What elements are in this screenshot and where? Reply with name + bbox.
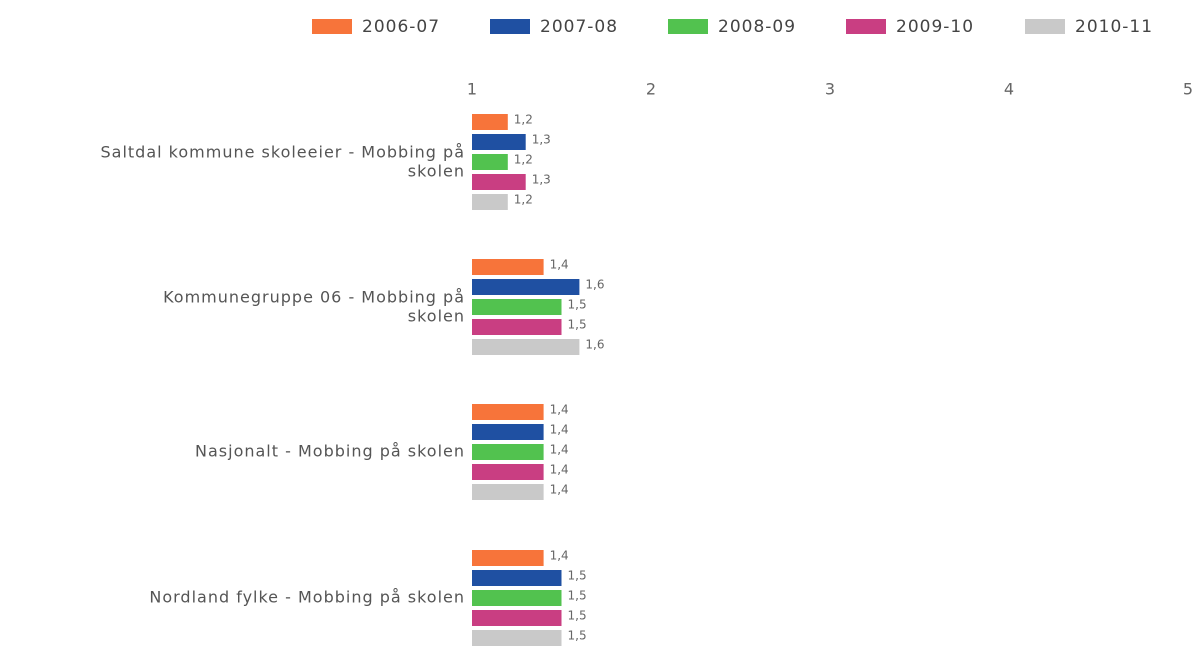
bar bbox=[472, 299, 562, 315]
bar bbox=[472, 590, 562, 606]
value-label: 1,6 bbox=[585, 278, 604, 292]
bar bbox=[472, 424, 544, 440]
bar bbox=[472, 319, 562, 335]
value-label: 1,4 bbox=[550, 423, 569, 437]
value-label: 1,5 bbox=[568, 569, 587, 583]
category-label: Nordland fylke - Mobbing på skolen bbox=[149, 588, 465, 607]
legend-swatch bbox=[846, 19, 886, 34]
bar bbox=[472, 444, 544, 460]
legend-label: 2006-07 bbox=[362, 17, 440, 37]
value-label: 1,2 bbox=[514, 193, 533, 207]
bar bbox=[472, 484, 544, 500]
x-tick-label: 2 bbox=[646, 80, 656, 99]
bar bbox=[472, 259, 544, 275]
x-tick-label: 1 bbox=[467, 80, 477, 99]
bar bbox=[472, 464, 544, 480]
legend-label: 2010-11 bbox=[1075, 17, 1153, 37]
category-line: Kommunegruppe 06 - Mobbing på bbox=[163, 287, 465, 306]
bar bbox=[472, 550, 544, 566]
x-tick-label: 3 bbox=[825, 80, 835, 99]
category-label: Saltdal kommune skoleeier - Mobbing på sk… bbox=[101, 142, 466, 180]
value-label: 1,2 bbox=[514, 153, 533, 167]
bar bbox=[472, 279, 580, 295]
value-label: 1,4 bbox=[550, 443, 569, 457]
value-label: 1,5 bbox=[568, 589, 587, 603]
legend-label: 2008-09 bbox=[718, 17, 796, 37]
value-label: 1,5 bbox=[568, 318, 587, 332]
value-label: 1,5 bbox=[568, 298, 587, 312]
value-label: 1,6 bbox=[585, 338, 604, 352]
category-line: Saltdal kommune skoleeier - Mobbing på bbox=[101, 142, 466, 161]
value-label: 1,2 bbox=[514, 113, 533, 127]
legend-label: 2007-08 bbox=[540, 17, 618, 37]
legend-label: 2009-10 bbox=[896, 17, 974, 37]
value-label: 1,4 bbox=[550, 403, 569, 417]
bar bbox=[472, 114, 508, 130]
bar bbox=[472, 570, 562, 586]
legend-swatch bbox=[312, 19, 352, 34]
legend-swatch bbox=[668, 19, 708, 34]
value-label: 1,4 bbox=[550, 463, 569, 477]
bar bbox=[472, 134, 526, 150]
x-tick-label: 4 bbox=[1004, 80, 1014, 99]
value-label: 1,4 bbox=[550, 258, 569, 272]
bar bbox=[472, 154, 508, 170]
bar bbox=[472, 174, 526, 190]
category-line: skolen bbox=[408, 161, 465, 180]
value-label: 1,3 bbox=[532, 173, 551, 187]
bar bbox=[472, 404, 544, 420]
legend-swatch bbox=[1025, 19, 1065, 34]
value-label: 1,5 bbox=[568, 629, 587, 643]
bar bbox=[472, 630, 562, 646]
value-label: 1,5 bbox=[568, 609, 587, 623]
category-label: Kommunegruppe 06 - Mobbing på skolen bbox=[163, 287, 465, 325]
value-label: 1,4 bbox=[550, 549, 569, 563]
category-line: skolen bbox=[408, 306, 465, 325]
category-label: Nasjonalt - Mobbing på skolen bbox=[195, 442, 465, 461]
legend-swatch bbox=[490, 19, 530, 34]
bar bbox=[472, 194, 508, 210]
x-tick-label: 5 bbox=[1183, 80, 1193, 99]
bar bbox=[472, 610, 562, 626]
value-label: 1,3 bbox=[532, 133, 551, 147]
bar bbox=[472, 339, 580, 355]
value-label: 1,4 bbox=[550, 483, 569, 497]
